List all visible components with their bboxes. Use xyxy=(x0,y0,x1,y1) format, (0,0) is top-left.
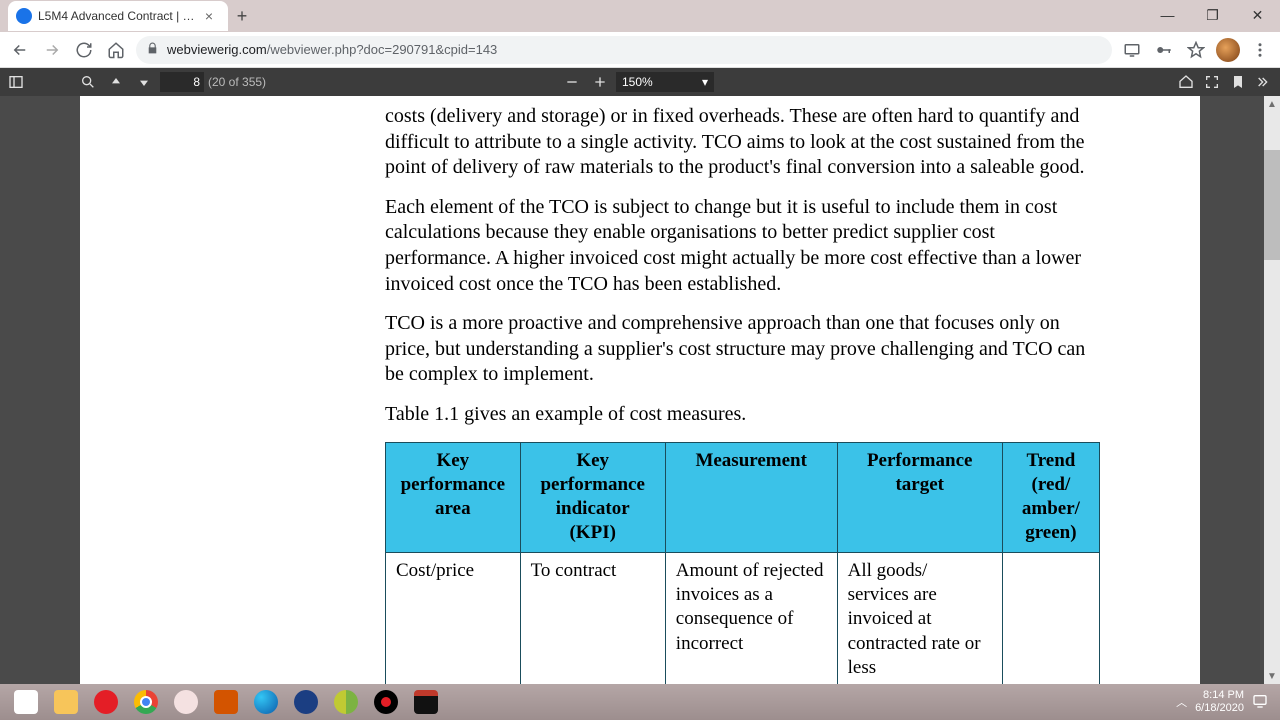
table-header-cell: Key performance indicator (KPI) xyxy=(520,442,665,552)
fullscreen-icon[interactable] xyxy=(1200,70,1224,94)
table-cell: Amount of rejected invoices as a consequ… xyxy=(665,552,837,684)
cost-measures-table: Key performance area Key performance ind… xyxy=(385,442,1100,684)
table-header-cell: Key performance area xyxy=(386,442,521,552)
nav-forward-button[interactable] xyxy=(40,38,64,62)
url-path: /webviewer.php?doc=290791&cpid=143 xyxy=(267,42,498,57)
start-button[interactable] xyxy=(6,686,46,718)
scroll-down-icon[interactable]: ▼ xyxy=(1264,668,1280,684)
app-icon[interactable] xyxy=(166,686,206,718)
edge-icon[interactable] xyxy=(246,686,286,718)
body-paragraph: TCO is a more proactive and comprehensiv… xyxy=(385,311,1100,388)
nav-back-button[interactable] xyxy=(8,38,32,62)
browser-tab[interactable]: L5M4 Advanced Contract | CIPS × xyxy=(8,1,228,31)
body-paragraph: costs (delivery and storage) or in fixed… xyxy=(385,104,1100,181)
page-number-input[interactable] xyxy=(160,72,204,92)
address-bar[interactable]: webviewerig.com/webviewer.php?doc=290791… xyxy=(136,36,1112,64)
zoom-in-icon[interactable] xyxy=(588,70,612,94)
nav-reload-button[interactable] xyxy=(72,38,96,62)
table-header-cell: Measurement xyxy=(665,442,837,552)
chevron-down-icon: ▾ xyxy=(702,75,708,89)
page-up-icon[interactable] xyxy=(104,70,128,94)
body-paragraph: Each element of the TCO is subject to ch… xyxy=(385,195,1100,297)
window-maximize-button[interactable]: ❐ xyxy=(1190,0,1235,30)
pdf-viewer: costs (delivery and storage) or in fixed… xyxy=(0,96,1280,684)
table-header-cell: Trend (red/ amber/ green) xyxy=(1002,442,1099,552)
file-explorer-icon[interactable] xyxy=(46,686,86,718)
opera-icon[interactable] xyxy=(86,686,126,718)
app-icon[interactable] xyxy=(206,686,246,718)
tray-chevron-icon[interactable]: ︿ xyxy=(1176,694,1187,710)
table-cell: All goods/ services are invoiced at cont… xyxy=(837,552,1002,684)
pdf-page: costs (delivery and storage) or in fixed… xyxy=(80,96,1200,684)
window-minimize-button[interactable]: — xyxy=(1145,0,1190,30)
table-header-cell: Performance target xyxy=(837,442,1002,552)
sidebar-toggle-icon[interactable] xyxy=(4,70,28,94)
app-icon[interactable] xyxy=(286,686,326,718)
action-center-icon[interactable] xyxy=(1252,693,1268,712)
page-count-label: (20 of 355) xyxy=(208,75,266,89)
page-down-icon[interactable] xyxy=(132,70,156,94)
table-cell: To contract xyxy=(520,552,665,684)
install-pwa-icon[interactable] xyxy=(1120,38,1144,62)
media-app-icon[interactable] xyxy=(406,686,446,718)
browser-menu-icon[interactable] xyxy=(1248,38,1272,62)
chrome-canary-icon[interactable] xyxy=(326,686,366,718)
pdf-toolbar: (20 of 355) 150% ▾ xyxy=(0,68,1280,96)
bookmark-icon[interactable] xyxy=(1226,70,1250,94)
table-cell: Cost/price xyxy=(386,552,521,684)
tray-time: 8:14 PM xyxy=(1195,689,1244,702)
vertical-scrollbar[interactable]: ▲ ▼ xyxy=(1264,96,1280,684)
zoom-select[interactable]: 150% ▾ xyxy=(616,72,714,92)
home-icon[interactable] xyxy=(1174,70,1198,94)
table-cell xyxy=(1002,552,1099,684)
zoom-value: 150% xyxy=(622,75,653,89)
profile-avatar[interactable] xyxy=(1216,38,1240,62)
taskbar: ︿ 8:14 PM 6/18/2020 xyxy=(0,684,1280,720)
tray-date: 6/18/2020 xyxy=(1195,702,1244,715)
url-host: webviewerig.com xyxy=(167,42,267,57)
search-icon[interactable] xyxy=(76,70,100,94)
table-header-row: Key performance area Key performance ind… xyxy=(386,442,1100,552)
tab-title: L5M4 Advanced Contract | CIPS xyxy=(38,9,196,23)
scrollbar-thumb[interactable] xyxy=(1264,150,1280,260)
window-close-button[interactable]: ✕ xyxy=(1235,0,1280,30)
chrome-icon[interactable] xyxy=(126,686,166,718)
tab-favicon xyxy=(16,8,32,24)
more-tools-icon[interactable] xyxy=(1252,70,1276,94)
table-row: Cost/price To contract Amount of rejecte… xyxy=(386,552,1100,684)
bookmark-star-icon[interactable] xyxy=(1184,38,1208,62)
lock-icon xyxy=(146,42,159,58)
zoom-out-icon[interactable] xyxy=(560,70,584,94)
key-icon[interactable] xyxy=(1152,38,1176,62)
new-tab-button[interactable]: + xyxy=(228,2,256,30)
scroll-up-icon[interactable]: ▲ xyxy=(1264,96,1280,112)
record-icon[interactable] xyxy=(366,686,406,718)
body-paragraph: Table 1.1 gives an example of cost measu… xyxy=(385,402,1100,428)
nav-home-button[interactable] xyxy=(104,38,128,62)
tab-close-icon[interactable]: × xyxy=(202,9,216,23)
